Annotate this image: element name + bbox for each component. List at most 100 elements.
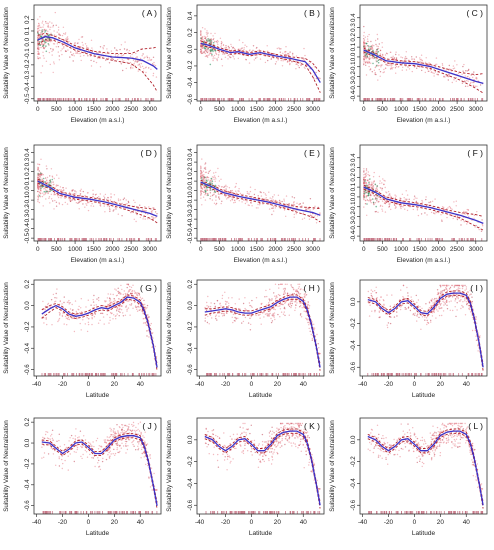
data-point: [378, 200, 380, 203]
x-tick-label: 2000: [268, 246, 283, 253]
data-point: [436, 289, 439, 291]
data-point: [369, 200, 371, 203]
data-point: [368, 315, 371, 317]
plot-area: [200, 158, 321, 241]
data-point: [57, 51, 59, 53]
data-point: [135, 292, 137, 295]
data-point: [152, 207, 154, 209]
data-point: [306, 209, 308, 211]
data-point: [376, 45, 378, 47]
data-point-highlight: [37, 32, 39, 34]
data-point: [363, 39, 366, 41]
y-tick-label: 0.1: [350, 42, 357, 51]
data-point: [407, 307, 410, 309]
data-point: [228, 187, 231, 189]
data-points: [363, 168, 484, 232]
data-point: [401, 57, 404, 59]
data-point-highlight: [45, 50, 48, 53]
data-point: [283, 54, 286, 56]
data-point: [127, 201, 130, 204]
data-point: [211, 317, 213, 319]
data-point: [57, 320, 59, 323]
fit-line: [41, 296, 158, 368]
data-point: [54, 297, 56, 299]
data-point: [64, 32, 67, 34]
data-point: [210, 38, 213, 41]
x-tick-label: 2000: [268, 106, 283, 113]
data-point: [313, 329, 315, 331]
data-point: [268, 313, 270, 315]
x-tick-label: 1500: [250, 106, 265, 113]
data-point: [279, 316, 281, 318]
data-point: [431, 200, 434, 202]
data-point: [477, 350, 479, 352]
data-point: [254, 188, 256, 191]
data-point: [136, 292, 138, 294]
data-point: [91, 314, 93, 317]
data-point: [38, 185, 40, 188]
data-point: [37, 35, 39, 37]
data-point: [421, 59, 423, 62]
data-point: [78, 309, 80, 311]
data-point: [441, 206, 444, 208]
data-point: [408, 299, 410, 301]
data-point: [314, 205, 316, 207]
data-point: [53, 61, 55, 63]
data-point: [40, 32, 42, 34]
data-point: [204, 194, 206, 196]
data-point: [296, 63, 298, 65]
data-point: [54, 193, 56, 196]
data-point: [221, 312, 223, 315]
data-point: [200, 50, 203, 52]
data-point: [68, 299, 70, 302]
data-point: [416, 209, 419, 211]
data-point: [294, 301, 296, 303]
data-point: [448, 301, 450, 303]
data-point: [221, 65, 224, 67]
data-point: [366, 214, 368, 216]
data-point: [80, 200, 82, 203]
data-point: [90, 39, 93, 41]
data-point: [40, 186, 42, 188]
data-point: [42, 26, 44, 28]
y-tick-label: -0.5: [24, 232, 31, 243]
data-point: [436, 63, 438, 65]
plot-area: [37, 11, 158, 101]
data-point: [232, 308, 234, 310]
data-point: [43, 47, 45, 50]
data-point: [280, 283, 282, 285]
data-point: [207, 179, 209, 181]
data-point: [123, 290, 126, 292]
data-point: [117, 287, 119, 289]
y-tick-label: 0.1: [24, 176, 31, 185]
data-point: [450, 207, 452, 210]
data-point: [255, 297, 258, 299]
data-point: [302, 304, 305, 307]
data-point: [295, 207, 297, 209]
y-tick-label: 0.4: [350, 153, 357, 162]
data-point: [76, 312, 78, 314]
data-point: [214, 315, 217, 318]
data-point: [248, 192, 250, 194]
data-point: [218, 51, 220, 53]
data-point: [377, 45, 379, 48]
data-point: [130, 303, 133, 305]
data-point: [465, 286, 468, 288]
data-point: [363, 198, 365, 201]
data-point: [65, 39, 67, 42]
ci-upper-line: [200, 40, 321, 73]
data-point: [201, 52, 204, 54]
data-point: [464, 85, 467, 88]
data-point: [461, 73, 463, 76]
data-point-highlight: [214, 191, 216, 193]
data-point: [85, 45, 88, 47]
data-point: [457, 287, 460, 289]
data-point: [208, 53, 210, 55]
data-point: [93, 316, 96, 318]
data-point: [314, 214, 316, 216]
data-point: [230, 43, 232, 46]
data-point: [270, 57, 273, 60]
data-point: [200, 193, 202, 195]
data-point: [237, 190, 239, 192]
data-point: [251, 299, 253, 302]
